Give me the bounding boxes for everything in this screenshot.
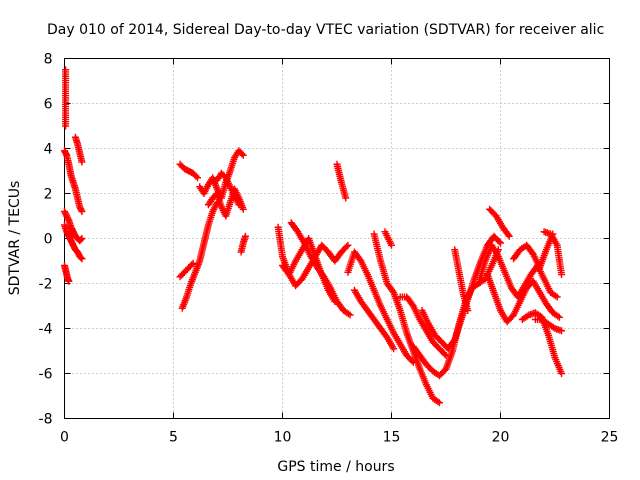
series-seg-e2 (418, 232, 504, 353)
y-tick-label: 8 (44, 52, 53, 68)
data-point (78, 255, 86, 263)
series-seg-d3 (370, 230, 443, 407)
data-points (61, 66, 566, 407)
series-seg-b1 (176, 160, 201, 182)
series-seg-a2 (71, 133, 86, 166)
x-tick-label: 25 (601, 430, 619, 446)
x-tick-labels: 0 5 10 15 20 25 (60, 430, 618, 446)
series-seg-b2 (178, 199, 221, 312)
data-point (77, 254, 85, 262)
x-tick-label: 10 (274, 430, 292, 446)
data-point (497, 239, 504, 247)
data-point (435, 399, 443, 407)
series-seg-a1 (61, 147, 86, 215)
data-point (193, 174, 201, 182)
series-seg-c4 (333, 160, 350, 202)
y-tick-label: 4 (44, 142, 53, 158)
chart-title: Day 010 of 2014, Sidereal Day-to-day VTE… (47, 22, 604, 38)
data-point (77, 206, 85, 214)
data-point (192, 172, 200, 180)
data-point (189, 259, 197, 267)
data-point (495, 238, 503, 246)
data-point (441, 350, 449, 358)
series-seg-f4 (540, 228, 566, 278)
data-point (346, 311, 354, 319)
series-seg-b6 (213, 169, 243, 209)
data-point (78, 208, 86, 215)
series-seg-d4 (381, 228, 395, 249)
x-tick-label: 0 (60, 430, 69, 446)
series-seg-c1 (274, 223, 352, 290)
y-tick-label: 6 (44, 97, 53, 113)
data-point (65, 277, 73, 285)
x-axis-label: GPS time / hours (277, 459, 394, 475)
data-point (62, 150, 70, 158)
data-point (504, 231, 512, 239)
data-point (344, 241, 352, 249)
series-seg-e6 (483, 271, 563, 326)
data-point (558, 271, 566, 278)
data-point (78, 235, 86, 242)
series-seg-a3 (61, 208, 86, 245)
series-seg-a4 (61, 221, 86, 263)
data-point (390, 345, 398, 353)
y-tick-label: 0 (44, 232, 53, 248)
x-tick-label: 20 (492, 430, 510, 446)
data-point (343, 243, 351, 251)
series-seg-a6 (62, 66, 70, 130)
series-seg-d5 (396, 293, 450, 359)
data-point (450, 337, 458, 345)
axis-ticks (64, 58, 610, 419)
data-point (78, 158, 86, 166)
data-point (555, 313, 563, 321)
data-point (62, 122, 70, 130)
series-seg-a5 (61, 262, 73, 285)
data-point (464, 307, 472, 314)
series-seg-d2 (350, 286, 398, 353)
data-point (188, 261, 196, 269)
series-seg-e4 (486, 205, 513, 240)
data-point (553, 293, 561, 301)
data-point (505, 232, 513, 240)
y-tick-label: -6 (39, 367, 53, 383)
data-point (235, 201, 243, 209)
data-point (388, 241, 395, 249)
y-tick-label: 2 (44, 187, 53, 203)
data-point (558, 370, 566, 377)
y-axis-label: SDTVAR / TECUs (7, 181, 23, 296)
series-seg-f3 (531, 316, 566, 335)
series-seg-d1 (344, 248, 417, 366)
data-point (239, 151, 247, 159)
data-point (558, 327, 566, 335)
y-tick-label: -8 (39, 412, 53, 428)
data-point (241, 232, 249, 240)
data-point (239, 205, 247, 213)
data-point (238, 150, 246, 158)
series-seg-e3 (451, 246, 472, 314)
data-point (342, 194, 350, 202)
series-seg-b3 (176, 259, 197, 281)
x-tick-label: 15 (383, 430, 401, 446)
series-seg-c3 (287, 219, 354, 319)
y-tick-label: -4 (39, 322, 53, 338)
y-tick-label: -2 (39, 277, 53, 293)
grid-lines (64, 58, 610, 419)
x-tick-label: 5 (169, 430, 178, 446)
series-seg-b7 (237, 232, 249, 256)
y-tick-labels: -8 -6 -4 -2 0 2 4 6 8 (39, 52, 53, 428)
data-point (77, 236, 85, 244)
series-seg-f1 (510, 230, 557, 272)
data-point (64, 215, 72, 223)
